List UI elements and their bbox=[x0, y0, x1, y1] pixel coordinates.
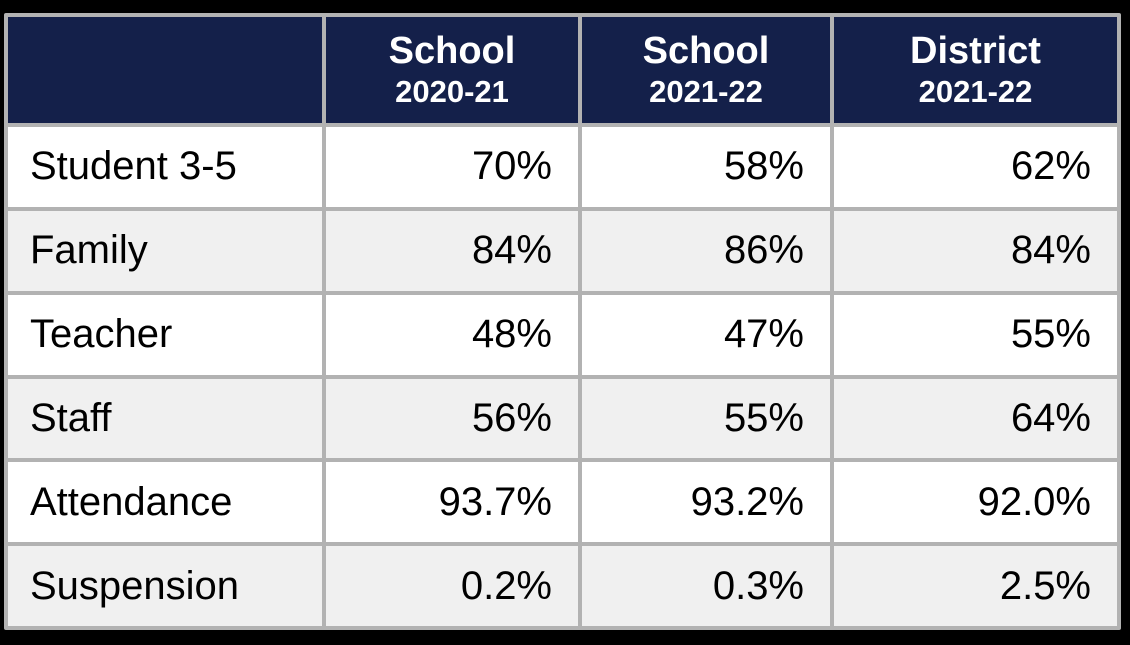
cell-value: 0.3% bbox=[582, 546, 830, 626]
column-header-label: School bbox=[388, 30, 516, 73]
school-metrics-table: School 2020-21 School 2021-22 District 2… bbox=[4, 13, 1121, 630]
column-header-label: District bbox=[910, 30, 1041, 73]
cell-value: 55% bbox=[582, 378, 830, 459]
cell-value: 93.2% bbox=[582, 462, 830, 543]
row-label: Suspension bbox=[8, 546, 322, 626]
column-header-empty bbox=[8, 17, 322, 123]
cell-value: 70% bbox=[326, 127, 578, 207]
cell-value: 58% bbox=[582, 127, 830, 207]
cell-value: 2.5% bbox=[834, 546, 1117, 626]
row-label: Teacher bbox=[8, 294, 322, 375]
cell-value: 86% bbox=[582, 210, 830, 291]
cell-value: 62% bbox=[834, 127, 1117, 207]
cell-value: 47% bbox=[582, 294, 830, 375]
column-header-label: School bbox=[642, 30, 770, 73]
table-grid: School 2020-21 School 2021-22 District 2… bbox=[4, 13, 1121, 630]
cell-value: 56% bbox=[326, 378, 578, 459]
cell-value: 84% bbox=[326, 210, 578, 291]
row-label: Staff bbox=[8, 378, 322, 459]
row-label: Family bbox=[8, 210, 322, 291]
cell-value: 55% bbox=[834, 294, 1117, 375]
column-header-school-2020-21: School 2020-21 bbox=[326, 17, 578, 123]
column-header-school-2021-22: School 2021-22 bbox=[582, 17, 830, 123]
cell-value: 48% bbox=[326, 294, 578, 375]
column-header-district-2021-22: District 2021-22 bbox=[834, 17, 1117, 123]
cell-value: 84% bbox=[834, 210, 1117, 291]
cell-value: 0.2% bbox=[326, 546, 578, 626]
cell-value: 64% bbox=[834, 378, 1117, 459]
column-header-sublabel: 2020-21 bbox=[395, 74, 509, 110]
cell-value: 92.0% bbox=[834, 462, 1117, 543]
cell-value: 93.7% bbox=[326, 462, 578, 543]
row-label: Student 3-5 bbox=[8, 127, 322, 207]
column-header-sublabel: 2021-22 bbox=[649, 74, 763, 110]
row-label: Attendance bbox=[8, 462, 322, 543]
column-header-sublabel: 2021-22 bbox=[918, 74, 1033, 110]
